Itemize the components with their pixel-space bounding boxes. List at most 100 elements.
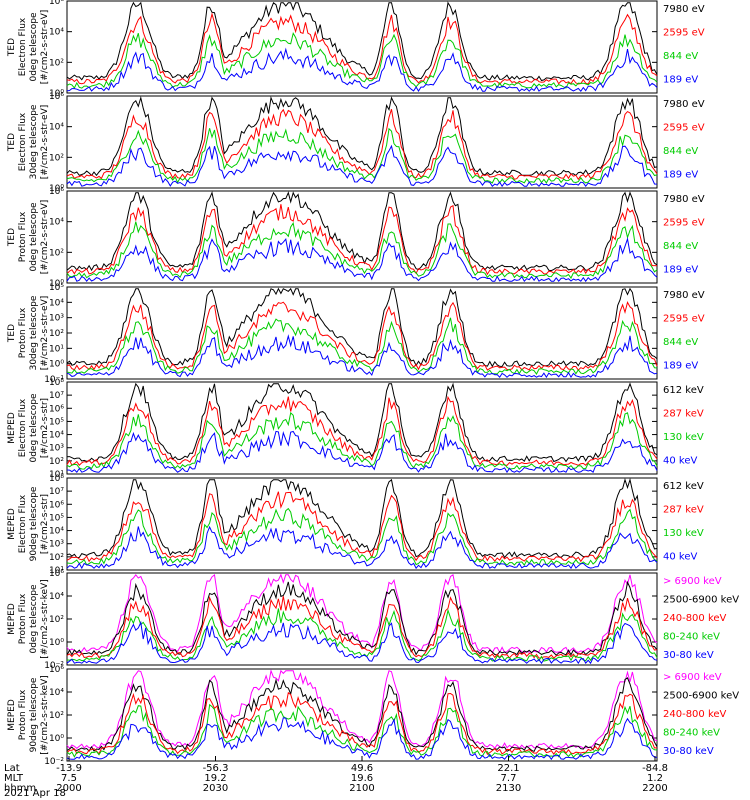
panel-8: 10⁶ 10⁴ 10² 10⁰ 10⁻² MEPED Proton Flux 90deg te…	[7, 665, 739, 767]
legend-entry: 844 eV	[663, 51, 698, 62]
y-tick-label: 10²	[49, 58, 64, 68]
panel-4: 10⁵ 10⁴ 10³ 10² 10¹ 10⁰ 10⁻¹ TED Proton Flux 30de…	[7, 283, 705, 385]
y-tick-label: 10⁶	[49, 0, 64, 7]
panel-frame	[66, 95, 658, 189]
legend-entry: 844 eV	[663, 337, 698, 348]
legend-entry: > 6900 keV	[663, 672, 722, 683]
y-tick-label: 10⁷	[49, 391, 64, 401]
panel-2: 10⁶ 10⁴ 10² 10⁰ TED Electron Flux 30deg telesc…	[7, 92, 705, 194]
panel-frame	[66, 0, 658, 94]
legend-entry: 612 keV	[663, 385, 704, 396]
y-tick-label: 10⁸	[49, 378, 64, 388]
y-tick-label: 10³	[49, 444, 64, 454]
y-tick-label: 10²	[49, 553, 64, 563]
y-tick-label: 10⁵	[49, 513, 64, 523]
x-tick-label: 2200	[642, 783, 667, 794]
legend-entry: 2595 eV	[663, 218, 705, 229]
series-line-3	[66, 317, 658, 375]
x-row-label: MLT	[4, 773, 24, 784]
y-axis-label: [#/cm2-s-str-eV]	[40, 296, 50, 371]
y-axis-label: 90deg telescope	[29, 677, 39, 752]
y-tick-label: 10⁶	[49, 500, 64, 510]
x-tick-label: 2030	[203, 783, 228, 794]
y-tick-label: 10⁴	[49, 218, 64, 228]
y-tick-label: 10²	[49, 248, 64, 258]
legend-entry: 30-80 keV	[663, 650, 714, 661]
series-line-2	[66, 491, 658, 563]
y-tick-label: 10⁵	[49, 283, 64, 293]
y-tick-label: 10⁰	[49, 360, 64, 370]
x-tick-label: 7.5	[61, 773, 77, 784]
series-line-1	[66, 287, 658, 368]
y-tick-label: 10⁵	[49, 417, 64, 427]
legend-entry: 30-80 keV	[663, 746, 714, 757]
legend-entry: 844 eV	[663, 241, 698, 252]
y-tick-label: 10⁰	[49, 279, 64, 289]
series-line-3	[66, 595, 658, 659]
series-line-1	[66, 1, 658, 82]
series-line-2	[66, 108, 658, 181]
y-axis-label: TED	[7, 324, 17, 343]
legend-entry: 2595 eV	[663, 314, 705, 325]
panel-frame	[66, 477, 658, 571]
legend-entry: 287 keV	[663, 505, 704, 516]
y-axis-label: 0deg telescope	[29, 12, 39, 82]
y-tick-label: 10⁶	[49, 187, 64, 197]
y-axis-label: Electron Flux	[18, 494, 28, 553]
legend-entry: 844 eV	[663, 146, 698, 157]
y-tick-label: 10⁻¹	[44, 375, 64, 385]
legend-entry: 2595 eV	[663, 28, 705, 39]
y-tick-label: 10²	[49, 153, 64, 163]
y-tick-label: 10⁻²	[44, 661, 64, 671]
y-axis-label: MEPED	[7, 603, 17, 635]
series-line-4	[66, 237, 658, 283]
legend-entry: 80-240 keV	[663, 728, 720, 739]
y-axis-label: 0deg telescope	[29, 584, 39, 654]
y-tick-label: 10¹	[49, 344, 64, 354]
x-tick-label: 22.1	[497, 763, 519, 774]
x-row-label: Lat	[4, 763, 20, 774]
y-tick-label: 10³	[49, 314, 64, 324]
y-tick-label: 10⁴	[49, 527, 64, 537]
y-axis-label: 30deg telescope	[29, 104, 39, 179]
legend-entry: 189 eV	[663, 75, 698, 86]
legend-entry: 240-800 keV	[663, 709, 727, 720]
legend-entry: > 6900 keV	[663, 576, 722, 587]
legend-entry: 287 keV	[663, 409, 704, 420]
x-axis-group: LatMLThhmm-13.97.52000-56.319.2203049.61…	[4, 756, 668, 799]
legend-entry: 130 keV	[663, 432, 704, 443]
panel-5: 10⁸ 10⁷ 10⁶ 10⁵ 10⁴ 10³ 10² 10¹ MEPED Electron Fl…	[7, 378, 704, 480]
y-tick-label: 10²	[49, 615, 64, 625]
y-axis-label: Proton Flux	[18, 593, 28, 644]
series-line-3	[66, 221, 658, 279]
x-row-label: hhmm	[4, 783, 36, 794]
y-tick-label: 10¹	[49, 470, 64, 480]
series-line-5	[66, 717, 658, 761]
y-tick-label: 10⁰	[49, 734, 64, 744]
series-line-3	[66, 127, 658, 184]
x-tick-label: -84.8	[642, 763, 668, 774]
legend-entry: 189 eV	[663, 170, 698, 181]
y-tick-label: 10⁷	[49, 487, 64, 497]
y-tick-label: 10⁶	[49, 665, 64, 675]
y-tick-label: 10⁴	[49, 28, 64, 38]
series-line-3	[66, 507, 658, 567]
legend-entry: 7980 eV	[663, 290, 705, 301]
y-tick-label: 10⁴	[49, 298, 64, 308]
series-line-2	[66, 301, 658, 371]
series-line-4	[66, 47, 658, 93]
y-axis-label: TED	[7, 133, 17, 152]
legend-entry: 2595 eV	[663, 123, 705, 134]
date-label: 2021 Apr 18	[4, 788, 66, 799]
y-axis-label: MEPED	[7, 412, 17, 444]
y-axis-label: [#/cm2-s-str-keV]	[40, 579, 50, 658]
y-axis-label: Proton Flux	[18, 689, 28, 740]
series-line-4	[66, 334, 658, 379]
y-axis-label: TED	[7, 38, 17, 57]
x-tick-label: -13.9	[56, 763, 82, 774]
legend-entry: 7980 eV	[663, 4, 705, 15]
panel-frame	[66, 286, 658, 380]
y-tick-label: 10⁶	[49, 404, 64, 414]
y-axis-label: 0deg telescope	[29, 202, 39, 272]
